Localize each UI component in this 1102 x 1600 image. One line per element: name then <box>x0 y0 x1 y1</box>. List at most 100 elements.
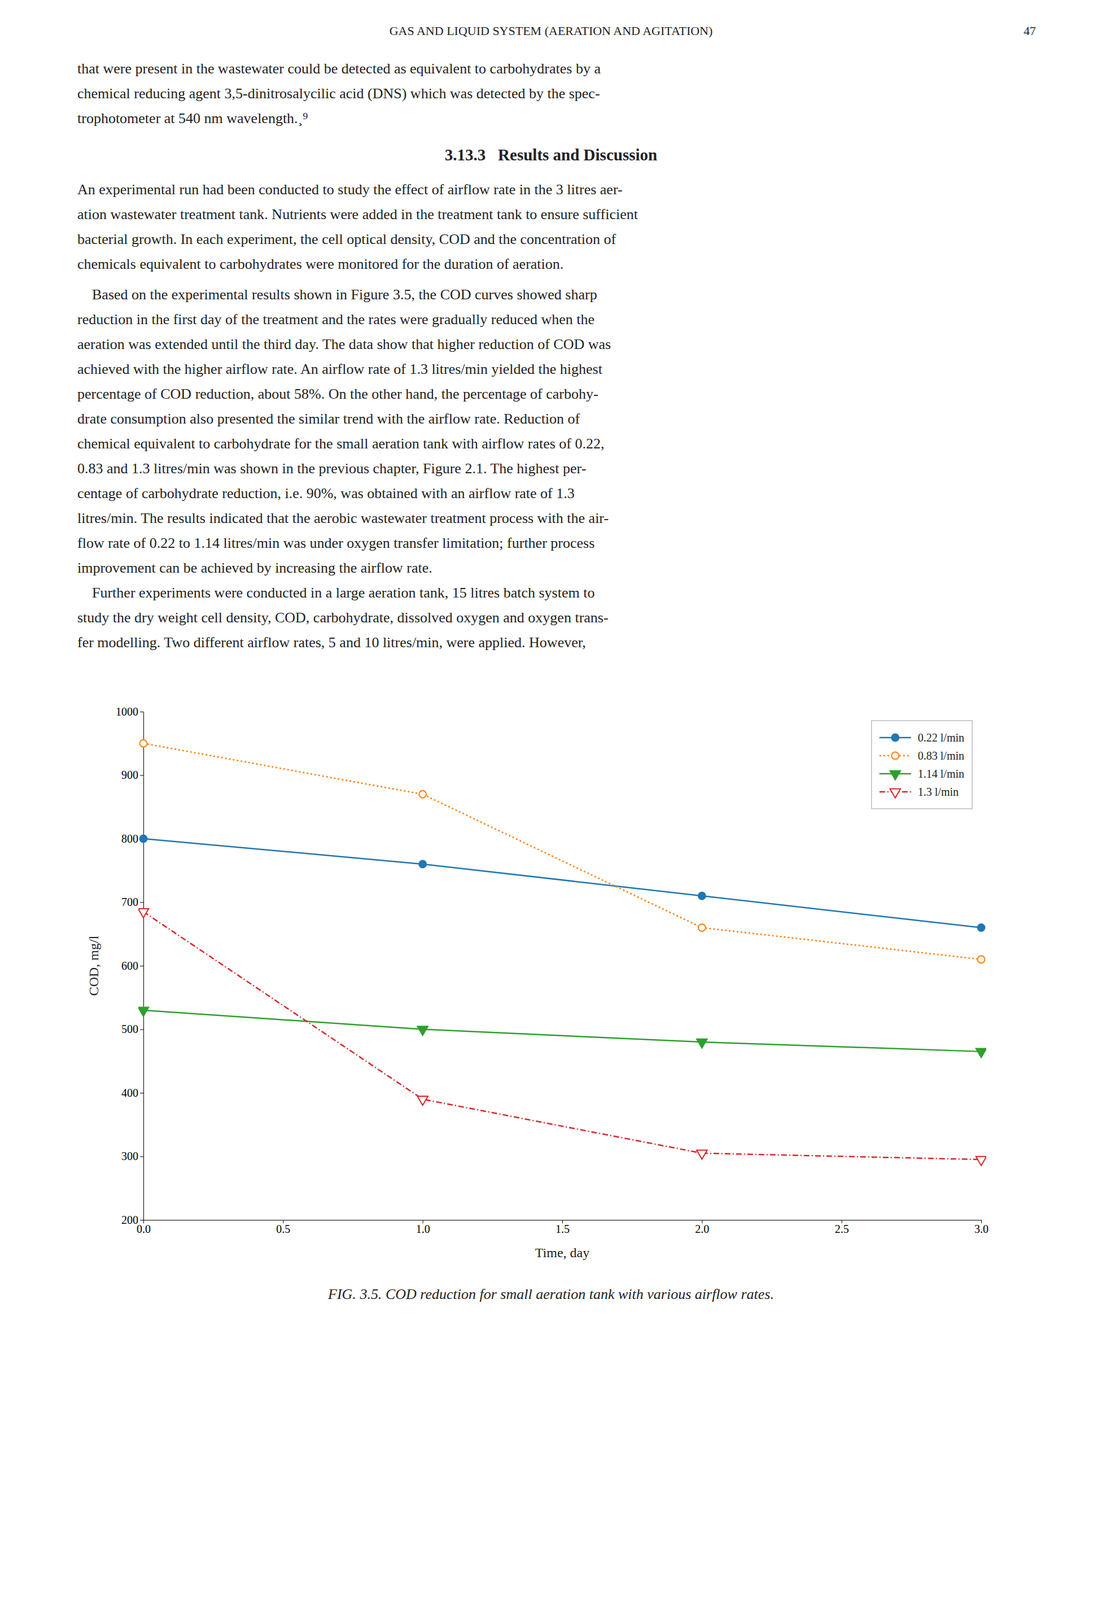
x-tick-label: 0.0 <box>136 1222 151 1235</box>
legend-label: 0.22 l/min <box>917 731 965 744</box>
series-marker <box>698 891 706 900</box>
series-marker <box>140 834 148 843</box>
y-axis: 200 300 400 500 600 700 800 900 1000 <box>115 705 144 1226</box>
body-line: Further experiments were conducted in a … <box>77 584 595 601</box>
x-tick-label: 0.5 <box>276 1222 291 1235</box>
legend-label: 0.83 l/min <box>917 749 965 762</box>
body-line: chemical reducing agent 3,5-dinitrosalyc… <box>77 85 601 102</box>
series-marker <box>977 923 986 931</box>
series-line <box>143 838 982 928</box>
body-line: that were present in the wastewater coul… <box>77 60 601 77</box>
series-marker <box>977 955 986 963</box>
y-tick-mark <box>140 1029 144 1030</box>
x-tick-label: 1.0 <box>416 1222 431 1235</box>
x-tick: 0.5 <box>276 1219 291 1235</box>
page-text: GAS AND LIQUID SYSTEM (AERATION AND AGIT… <box>77 23 1036 651</box>
x-tick: 2.5 <box>834 1219 850 1235</box>
legend-marker <box>889 770 901 780</box>
y-tick-mark <box>140 1092 144 1093</box>
series-marker <box>696 1038 708 1048</box>
series-marker <box>418 790 427 798</box>
series-marker <box>696 1149 708 1160</box>
body-line: fer modelling. Two different airflow rat… <box>77 633 587 651</box>
body-line: centage of carbohydrate reduction, i.e. … <box>77 484 575 502</box>
body-line: aeration was extended until the third da… <box>77 335 611 353</box>
y-axis-line <box>143 711 144 1220</box>
series-marker <box>698 923 706 931</box>
x-tick: 3.0 <box>974 1219 989 1235</box>
body-line: drate consumption also presented the sim… <box>77 410 581 427</box>
body-line: 0.83 and 1.3 litres/min was shown in the… <box>77 460 587 477</box>
page-number: 47 <box>1023 23 1036 38</box>
series-line <box>143 742 982 960</box>
series-marker <box>417 1095 428 1105</box>
series-marker <box>418 860 427 868</box>
y-tick: 200 <box>121 1213 144 1226</box>
body-line: flow rate of 0.22 to 1.14 litres/min was… <box>77 534 595 551</box>
body-line: achieved with the higher airflow rate. A… <box>77 360 603 378</box>
body-line: chemicals equivalent to carbohydrates we… <box>77 255 564 273</box>
y-tick: 600 <box>121 959 144 972</box>
x-tick-label: 1.5 <box>555 1222 570 1235</box>
series-marker <box>138 908 149 918</box>
legend-marker <box>891 751 899 760</box>
y-tick-label: 900 <box>121 768 139 781</box>
body-line: chemical equivalent to carbohydrate for … <box>77 435 605 452</box>
y-tick: 500 <box>121 1022 144 1035</box>
y-tick-mark <box>140 965 144 966</box>
series-marker <box>140 739 148 747</box>
body-line: percentage of COD reduction, about 58%. … <box>77 385 599 402</box>
y-tick-mark <box>140 1156 144 1157</box>
y-tick-label: 700 <box>121 895 139 908</box>
legend-box <box>871 720 973 809</box>
y-tick-mark <box>140 775 144 776</box>
chart: 0.0 0.5 1.0 1.5 2.0 2.5 3.0 200 300 400 500 600 700 8… <box>86 705 989 1260</box>
y-tick-mark <box>140 711 144 712</box>
series-line <box>143 911 982 1160</box>
legend-label: 1.3 l/min <box>917 785 959 798</box>
y-tick-mark <box>140 902 144 903</box>
series-marker <box>417 1025 428 1035</box>
y-tick: 1000 <box>115 705 144 718</box>
y-tick-label: 600 <box>121 959 139 972</box>
legend-marker <box>891 733 899 742</box>
body-line: improvement can be achieved by increasin… <box>77 559 433 576</box>
y-tick: 300 <box>121 1149 144 1162</box>
body-line: litres/min. The results indicated that t… <box>77 509 609 527</box>
y-tick-label: 1000 <box>115 705 139 718</box>
x-tick: 1.0 <box>416 1219 431 1235</box>
x-tick-label: 3.0 <box>974 1222 989 1235</box>
body-line: study the dry weight cell density, COD, … <box>77 609 609 626</box>
series-marker <box>976 1048 987 1058</box>
page-header: GAS AND LIQUID SYSTEM (AERATION AND AGIT… <box>389 23 714 38</box>
chart-title: FIG. 3.5. COD reduction for small aerati… <box>327 1285 774 1302</box>
x-axis-title: Time, day <box>535 1244 590 1260</box>
y-tick: 400 <box>121 1086 144 1099</box>
series-line <box>143 1009 982 1052</box>
x-tick: 1.5 <box>555 1219 570 1235</box>
y-tick: 900 <box>121 768 144 781</box>
y-tick-mark <box>140 1219 144 1220</box>
y-tick-label: 300 <box>121 1149 139 1162</box>
series-marker <box>138 1006 149 1016</box>
x-tick: 2.0 <box>694 1219 710 1235</box>
body-line: Based on the experimental results shown … <box>77 286 598 303</box>
y-tick-label: 200 <box>121 1213 139 1226</box>
body-line: trophotometer at 540 nm wavelength.¸⁹ <box>77 110 308 127</box>
x-axis: 0.0 0.5 1.0 1.5 2.0 2.5 3.0 <box>136 1219 989 1235</box>
x-tick-label: 2.0 <box>694 1222 710 1235</box>
y-tick-label: 800 <box>121 832 139 845</box>
legend-label: 1.14 l/min <box>917 767 965 780</box>
x-tick: 0.0 <box>136 1219 151 1235</box>
y-tick-label: 500 <box>121 1022 139 1035</box>
series-marker <box>976 1156 987 1166</box>
marks <box>138 739 987 1166</box>
body-line: An experimental run had been conducted t… <box>77 181 623 198</box>
body-line: ation wastewater treatment tank. Nutrien… <box>77 206 639 223</box>
page: GAS AND LIQUID SYSTEM (AERATION AND AGIT… <box>0 0 1102 1600</box>
y-tick-label: 400 <box>121 1086 139 1099</box>
y-tick: 700 <box>121 895 144 908</box>
legend-marker <box>889 788 901 798</box>
body-line: bacterial growth. In each experiment, th… <box>77 230 617 248</box>
section-heading: 3.13.3 Results and Discussion <box>444 145 658 164</box>
